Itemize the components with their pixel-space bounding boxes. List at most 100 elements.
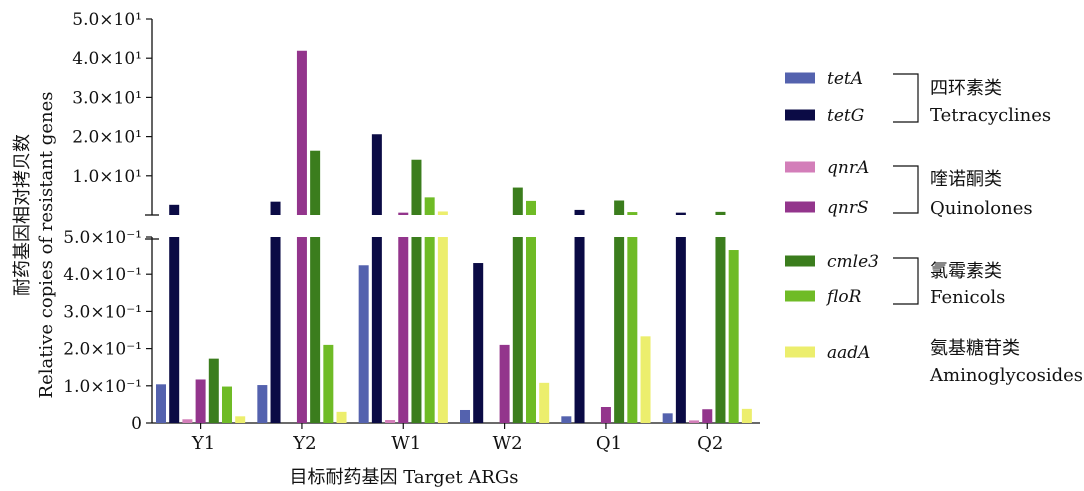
bar-qnrS-Y2-upper [296, 50, 307, 215]
y-tick-label: 2.0×10⁻¹ [63, 340, 142, 360]
bar-tetG-W1 [371, 237, 382, 423]
y-tick-label: 1.0×10¹ [72, 167, 142, 187]
bar-cmle3-Q1 [614, 237, 625, 423]
legend-swatch-tetA [785, 72, 815, 84]
legend-group-en: Aminoglycosides [929, 365, 1083, 386]
bar-qnrA-Q2 [689, 420, 700, 423]
legend-swatch-qnrA [785, 161, 815, 173]
bar-qnrS-Q2 [702, 409, 713, 423]
bar-tetG-Y2-upper [270, 201, 281, 215]
x-tick-label: Q2 [697, 433, 723, 454]
y-tick-label: 4.0×10¹ [72, 49, 142, 69]
legend-label-cmle3: cmle3 [827, 252, 879, 272]
legend-swatch-cmle3 [785, 255, 815, 267]
bar-tetG-Y1-upper [169, 204, 180, 215]
bar-tetG-Y2 [270, 237, 281, 423]
bar-tetA-Y2 [257, 385, 268, 423]
bar-tetG-Q2 [675, 237, 686, 423]
y-tick-label: 1.0×10⁻¹ [63, 377, 142, 397]
ticks: 0 1.0×10⁻¹ 2.0×10⁻¹ 3.0×10⁻¹ 4.0×10⁻¹ 5.0×10⁻… [63, 10, 723, 454]
legend-label-floR: floR [825, 287, 862, 307]
bar-tetA-W2 [460, 409, 470, 423]
bar-cmle3-W1 [411, 237, 422, 423]
bar-aadA-W2 [539, 382, 550, 423]
bar-aadA-Q1 [640, 336, 651, 423]
bar-cmle3-Q1-upper [614, 200, 625, 215]
bar-qnrA-W1 [385, 420, 396, 423]
bar-floR-Y2 [323, 344, 334, 423]
legend-swatch-tetG [785, 109, 815, 121]
x-tick-label: W1 [391, 433, 421, 454]
bar-tetG-Q1 [574, 237, 585, 423]
bar-aadA-Y2 [336, 411, 347, 423]
bar-tetA-Q2 [662, 413, 673, 423]
legend-group-cn: 四环素类 [930, 78, 1002, 99]
legend-group-cn: 氨基糖苷类 [930, 338, 1020, 359]
bar-floR-Q1 [627, 237, 638, 423]
y-tick-label: 0 [131, 414, 142, 434]
x-tick-label: W2 [493, 433, 523, 454]
y-tick-label: 3.0×10¹ [72, 88, 142, 108]
bar-aadA-Q2 [741, 408, 752, 423]
legend-label-qnrA: qnrA [827, 158, 869, 178]
bar-floR-W1 [424, 237, 435, 423]
bar-aadA-W1-upper [437, 211, 448, 215]
bar-tetA-Q1 [561, 416, 572, 423]
bars [156, 50, 752, 423]
legend-group-bracket [893, 165, 919, 214]
bar-cmle3-W1-upper [411, 159, 422, 215]
legend-group-en: Fenicols [930, 287, 1005, 308]
bar-tetG-W1-upper [371, 134, 382, 215]
x-tick-label: Y1 [191, 433, 215, 454]
bar-qnrA-Y1 [182, 419, 193, 423]
legend-group-cn: 喹诺酮类 [930, 169, 1002, 190]
bar-qnrS-W2 [499, 344, 510, 423]
legend-swatch-aadA [785, 346, 815, 358]
y-tick-label: 3.0×10⁻¹ [63, 302, 142, 322]
bar-tetA-Y1 [156, 384, 166, 423]
bar-cmle3-Y1 [208, 358, 219, 423]
bar-tetG-W2 [473, 263, 484, 423]
x-tick-label: Y2 [292, 433, 316, 454]
y-axis-title-cn: 耐药基因相对拷贝数 [12, 134, 33, 296]
bar-tetA-W1 [358, 265, 369, 423]
bar-floR-W2 [526, 237, 536, 423]
bar-cmle3-W2 [512, 237, 523, 423]
legend-group-cn: 氯霉素类 [930, 261, 1002, 282]
legend-label-tetG: tetG [827, 106, 864, 126]
bar-qnrS-W1-upper [398, 212, 409, 215]
bar-qnrS-W1 [398, 237, 409, 423]
bar-floR-W2-upper [526, 200, 536, 215]
x-tick-label: Q1 [596, 433, 622, 454]
legend-swatch-floR [785, 290, 815, 302]
bar-aadA-Y1 [235, 416, 246, 423]
legend-label-tetA: tetA [827, 69, 863, 89]
bar-floR-W1-upper [424, 197, 435, 215]
bar-cmle3-Y2 [310, 237, 321, 423]
bar-cmle3-Q2-upper [715, 211, 726, 215]
bar-cmle3-Q2 [715, 237, 726, 423]
bar-tetG-Q2-upper [675, 212, 686, 215]
bar-cmle3-Y2-upper [310, 150, 321, 215]
y-tick-label: 5.0×10⁻¹ [63, 228, 142, 248]
bar-qnrS-Y1 [195, 379, 206, 423]
legend-group-en: Tetracyclines [930, 105, 1051, 126]
y-tick-label: 4.0×10⁻¹ [63, 265, 142, 285]
bar-floR-Q1-upper [627, 212, 638, 215]
bar-cmle3-W2-upper [512, 187, 523, 215]
y-tick-label: 5.0×10¹ [72, 10, 142, 30]
bar-aadA-W1 [437, 237, 448, 423]
bar-tetG-Q1-upper [574, 209, 585, 215]
legend-group-bracket [893, 73, 919, 123]
bar-qnrS-Y2 [296, 237, 307, 423]
bar-floR-Y1 [222, 386, 232, 423]
y-axis-title-en: Relative copies of resistant genes [36, 92, 57, 399]
x-axis-title: 目标耐药基因 Target ARGs [290, 467, 519, 488]
legend: tetA tetG qnrA qnrS cmle3 floR aadA 四环素类 Tetracy… [785, 69, 1083, 386]
legend-group-bracket [893, 257, 919, 305]
legend-label-qnrS: qnrS [827, 198, 869, 218]
legend-group-en: Quinolones [930, 198, 1033, 219]
bar-floR-Q2 [728, 250, 739, 423]
bar-tetG-Y1 [169, 237, 180, 423]
